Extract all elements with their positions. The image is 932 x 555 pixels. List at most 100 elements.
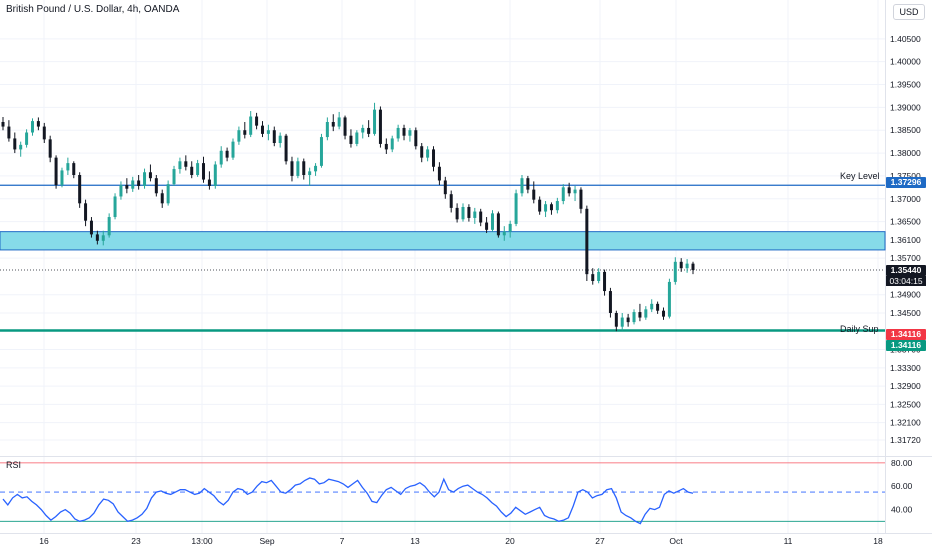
candle-body (496, 213, 500, 236)
candle-countdown: 03:04:15 (886, 276, 926, 286)
candle-body (148, 172, 152, 179)
candle-body (296, 161, 300, 176)
candle-body (691, 263, 695, 271)
candle-body (131, 180, 135, 189)
candle-body (662, 310, 666, 317)
price-tick-label: 1.34900 (890, 290, 921, 300)
candle-body (72, 163, 76, 175)
candle-body (597, 271, 601, 282)
candle-body (467, 206, 471, 218)
price-tick-label: 1.38500 (890, 125, 921, 135)
rsi-tick-label: 40.00 (891, 505, 913, 515)
candle-body (461, 206, 465, 220)
candle-body (325, 121, 329, 138)
candle-body (390, 138, 394, 150)
candle-body (408, 130, 412, 136)
candle-body (207, 179, 211, 186)
price-tick-label: 1.32100 (890, 418, 921, 428)
time-tick-label: 13:00 (191, 536, 213, 546)
candle-body (107, 217, 111, 236)
candle-body (644, 309, 648, 318)
candle-body (48, 139, 52, 158)
candle-body (349, 135, 353, 144)
currency-button[interactable]: USD (893, 4, 925, 20)
time-tick-label: 7 (340, 536, 345, 546)
candle-body (667, 281, 671, 317)
candle-body (125, 185, 129, 189)
rsi-panel-label: RSI (6, 460, 22, 470)
candle-body (437, 166, 441, 181)
candle-body (202, 163, 206, 180)
candle-body (54, 157, 58, 186)
candle-body (284, 135, 288, 162)
candle-body (331, 121, 335, 127)
candle-body (60, 170, 64, 186)
candle-body (378, 109, 382, 144)
candle-body (432, 149, 436, 167)
candle-body (184, 161, 188, 167)
time-tick-label: 13 (410, 536, 420, 546)
candle-body (119, 185, 123, 197)
candle-body (143, 172, 147, 186)
candle-body (538, 199, 542, 212)
candle-body (532, 189, 536, 200)
price-tick-label: 1.40500 (890, 34, 921, 44)
candle-body (402, 127, 406, 136)
candle-body (266, 130, 270, 134)
candle-body (166, 184, 170, 204)
price-tick-label: 1.39000 (890, 102, 921, 112)
candle-body (508, 223, 512, 232)
time-tick-label: 23 (131, 536, 141, 546)
candle-body (603, 271, 607, 292)
candle-body (290, 161, 294, 176)
candle-body (626, 317, 630, 323)
candle-body (502, 231, 506, 236)
candle-body (343, 117, 347, 136)
candle-body (278, 135, 282, 144)
candle-body (84, 203, 88, 221)
candle-body (473, 211, 477, 218)
candle-body (567, 187, 571, 194)
candle-body (1, 121, 5, 127)
candle-body (426, 149, 430, 158)
candle-body (396, 127, 400, 139)
candle-body (225, 150, 229, 158)
price-tick-label: 1.37000 (890, 194, 921, 204)
candle-body (514, 193, 518, 224)
candle-body (549, 204, 553, 211)
candle-body (89, 220, 93, 235)
candle-body (231, 141, 235, 158)
alert-price-tag: 1.34116 (886, 329, 926, 340)
candle-body (337, 117, 341, 127)
candle-body (673, 261, 677, 282)
time-tick-label: 27 (595, 536, 605, 546)
candle-body (314, 165, 318, 172)
candle-body (561, 187, 565, 202)
candle-body (78, 174, 82, 204)
candle-body (555, 201, 559, 211)
daily-sup-price-tag: 1.34116 (886, 340, 926, 351)
candle-body (520, 178, 524, 194)
candle-body (272, 130, 276, 144)
candle-body (213, 164, 217, 186)
candle-body (7, 126, 11, 139)
price-tick-label: 1.38000 (890, 148, 921, 158)
price-tick-label: 1.40000 (890, 57, 921, 67)
candle-body (19, 144, 23, 150)
price-tick-label: 1.36100 (890, 235, 921, 245)
candle-body (66, 163, 70, 171)
candle-body (13, 138, 17, 150)
candle-body (160, 193, 164, 204)
candle-body (219, 150, 223, 165)
candle-body (679, 261, 683, 269)
candle-body (414, 130, 418, 147)
candle-body (95, 234, 99, 241)
candle-body (255, 116, 259, 126)
current-price-tag: 1.35440 (886, 265, 926, 276)
candle-body (178, 161, 182, 170)
chart-title: British Pound / U.S. Dollar, 4h, OANDA (6, 4, 180, 15)
price-tick-label: 1.37500 (890, 171, 921, 181)
rsi-tick-label: 80.00 (891, 458, 913, 468)
